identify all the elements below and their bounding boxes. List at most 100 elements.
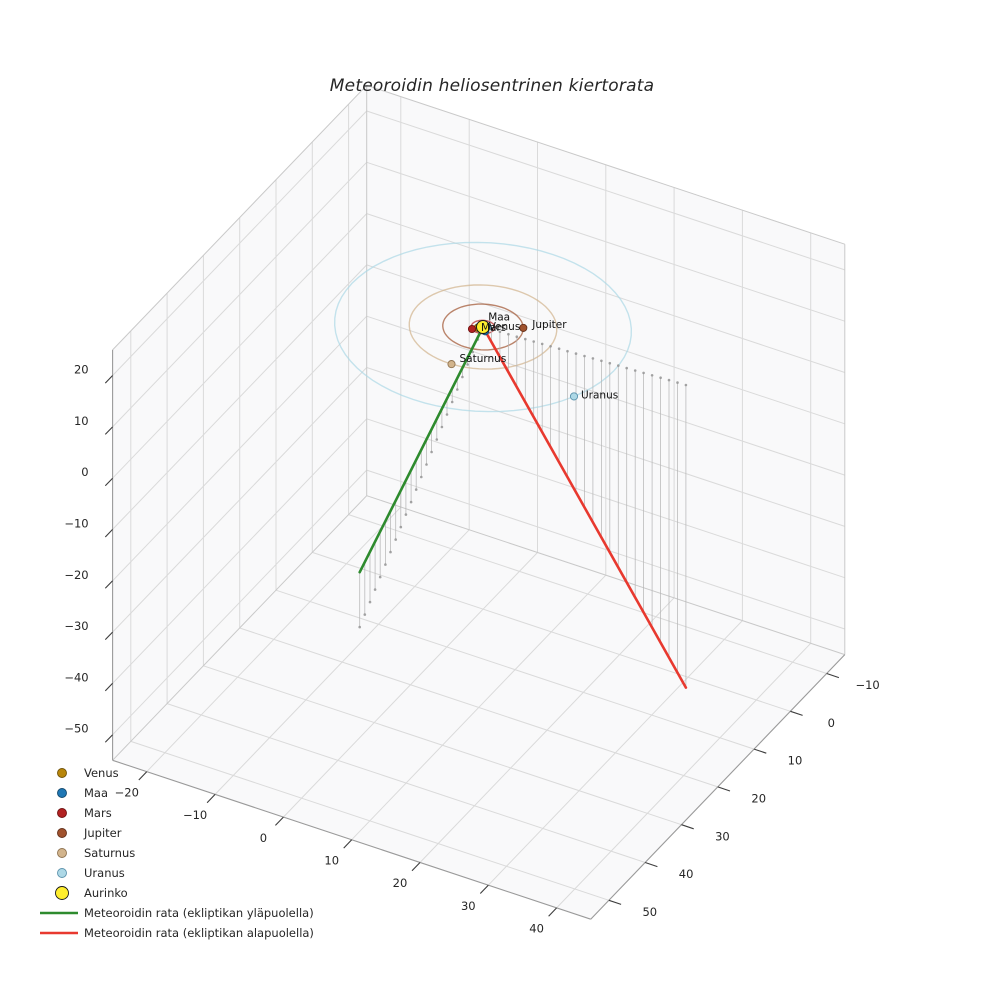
x-tick-label: −20 <box>115 785 139 799</box>
stem-dot-below <box>574 352 578 355</box>
stem-dot-below <box>676 381 679 384</box>
gridline-rightwall-z <box>366 264 845 425</box>
stem-dot-above <box>450 400 454 404</box>
stem-dot-above <box>420 475 423 479</box>
gridline-floor-y <box>275 589 755 750</box>
stem-dot-above <box>394 538 398 541</box>
legend-label-meteoroidin-rata-ekliptikan-alapuolella-: Meteoroidin rata (ekliptikan alapuolella… <box>84 926 314 940</box>
stem-dot-below <box>684 383 688 387</box>
y-tick-label: 50 <box>642 905 657 919</box>
stem-dot-below <box>557 347 561 351</box>
planet-dot-uranus <box>569 392 579 401</box>
gridline-rightwall-z <box>366 161 845 322</box>
box-edge-floor-left <box>112 495 368 761</box>
stem-dot-below <box>617 364 620 367</box>
gridline-floor-y <box>239 627 718 788</box>
sun-dot <box>476 320 490 334</box>
y-tick-label: 20 <box>751 792 766 806</box>
z-tick-label: 0 <box>81 465 88 479</box>
gridline-floor-y <box>203 665 682 826</box>
legend-label-maa: Maa <box>84 786 108 800</box>
stem-dot-above <box>435 438 439 441</box>
stem-dot-above <box>430 450 433 454</box>
legend-marker-aurinko <box>55 886 69 900</box>
gridline-rightwall-z <box>366 110 845 271</box>
gridline-rightwall-z <box>366 418 845 579</box>
planet-label-saturnus: Saturnus <box>460 353 507 365</box>
legend-marker-mars <box>57 808 67 818</box>
planet-label-mars: Mars <box>481 322 506 334</box>
gridline-floor-y <box>348 514 827 674</box>
x-tick-label: 30 <box>461 899 476 913</box>
box-edge-floor-right <box>366 495 845 656</box>
z-tick <box>104 375 113 384</box>
gridline-leftwall-z <box>112 161 368 428</box>
z-tick-label: −20 <box>64 568 88 582</box>
stem-dot-above <box>378 575 382 579</box>
legend-label-saturnus: Saturnus <box>84 846 135 860</box>
planet-label-venus: Venus <box>489 321 521 333</box>
stem-dot-below <box>515 335 519 339</box>
y-tick-label: 30 <box>715 829 730 843</box>
y-tick <box>826 672 840 679</box>
stem-dot-below <box>490 328 493 331</box>
y-tick-label: 0 <box>828 716 835 730</box>
orbit-uranus <box>333 241 633 413</box>
stem-dot-above <box>389 550 392 554</box>
z-tick <box>104 682 113 692</box>
stem-dot-below <box>600 359 603 363</box>
z-tick-label: 20 <box>74 363 89 377</box>
legend-marker-jupiter <box>57 828 67 838</box>
z-tick <box>104 580 113 589</box>
stem-dot-below <box>532 340 535 343</box>
z-tick <box>104 426 113 435</box>
gridline-floor-y <box>312 551 791 712</box>
stem-dot-above <box>445 413 449 416</box>
x-tick-label: 0 <box>260 831 267 845</box>
gridline-floor-y <box>130 740 610 901</box>
y-tick <box>681 824 694 830</box>
x-tick <box>479 884 489 894</box>
legend-marker-venus <box>57 768 67 778</box>
chart-title: Meteoroidin heliosentrinen kiertorata <box>329 76 655 96</box>
gridline-floor-y <box>166 703 646 863</box>
y-tick-label: −10 <box>855 678 879 692</box>
orbit-jupiter <box>442 303 524 351</box>
legend-label-jupiter: Jupiter <box>83 826 122 840</box>
planet-label-maa: Maa <box>488 311 510 323</box>
stem-dot-above <box>358 625 362 629</box>
stem-dot-below <box>633 369 637 372</box>
x-tick-label: 40 <box>529 922 544 936</box>
stem-dot-above <box>384 563 387 566</box>
legend-label-uranus: Uranus <box>84 866 125 880</box>
orbit-saturnus <box>408 284 558 370</box>
gridline-rightwall-z <box>366 315 845 476</box>
y-tick <box>645 861 658 868</box>
z-tick <box>104 734 113 743</box>
stem-dot-below <box>507 332 510 336</box>
z-tick-label: 10 <box>74 414 89 428</box>
stem-dot-above <box>456 388 459 391</box>
gridline-leftwall-z <box>112 213 368 479</box>
gridline-leftwall-z <box>112 469 368 736</box>
stem-dot-above <box>368 600 372 604</box>
z-tick-label: −30 <box>64 619 88 633</box>
stem-dot-below <box>642 371 645 375</box>
stem-dot-above <box>414 488 418 491</box>
y-tick <box>753 748 767 754</box>
x-tick-label: −10 <box>183 808 207 822</box>
stem-dot-below <box>524 337 527 341</box>
gridline-leftwall-z <box>112 367 368 633</box>
z-tick <box>104 529 113 538</box>
trajectory-above-ecliptic <box>358 325 485 574</box>
x-tick <box>138 771 148 781</box>
y-tick <box>717 786 731 792</box>
trajectory-below-ecliptic <box>481 325 688 689</box>
planet-label-uranus: Uranus <box>581 389 618 401</box>
y-tick-label: 40 <box>679 867 694 881</box>
stem-dot-below <box>659 376 662 380</box>
stem-dot-below <box>625 366 628 370</box>
planet-dot-mars <box>467 324 477 334</box>
x-tick <box>343 839 353 849</box>
